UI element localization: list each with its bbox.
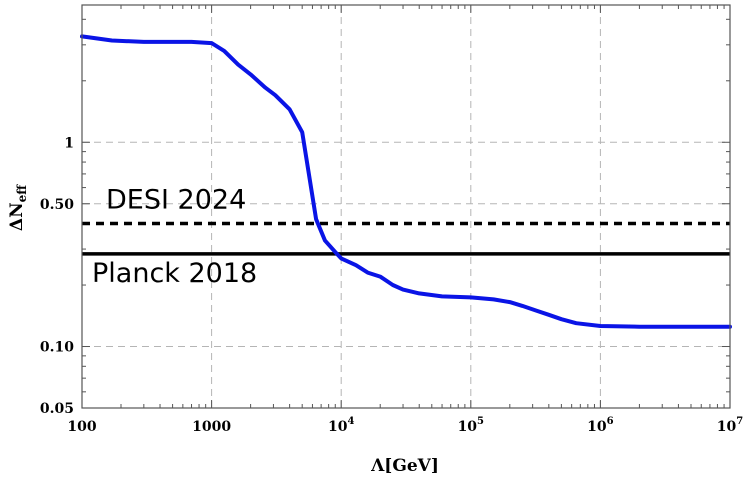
x-tick-base: 10 (717, 419, 737, 435)
y-axis-label-sub: eff (15, 184, 29, 203)
svg-text:ΔNeff: ΔNeff (7, 184, 29, 231)
minor-ticks (81, 5, 731, 409)
y-tick-label: 0.10 (40, 340, 74, 356)
y-axis-label-main: ΔN (7, 202, 27, 231)
delta-neff-curve (80, 34, 732, 329)
plot-frame (81, 4, 731, 409)
y-tick-label: 0.05 (40, 401, 74, 417)
x-tick-label: 104 (328, 416, 354, 435)
x-tick-base: 10 (458, 419, 478, 435)
x-tick-exponent: 4 (347, 416, 354, 427)
desi-2024-label: DESI 2024 (106, 185, 246, 216)
y-tick-label: 1 (64, 135, 74, 151)
x-tick-exponent: 5 (477, 416, 484, 427)
grid-lines (82, 5, 730, 408)
x-tick-label: 100 (67, 419, 96, 435)
planck-2018-label: Planck 2018 (92, 258, 257, 289)
x-axis-label: Λ[GeV] (370, 456, 439, 476)
annotations: DESI 2024 Planck 2018 (92, 185, 257, 289)
x-tick-base: 10 (328, 419, 348, 435)
reference-lines (82, 221, 730, 256)
data-series (80, 34, 732, 329)
x-tick-label: 1000 (192, 419, 231, 435)
x-tick-exponent: 7 (736, 416, 743, 427)
x-tick-base: 10 (587, 419, 607, 435)
x-tick-label: 106 (587, 416, 613, 435)
x-tick-label: 107 (717, 416, 743, 435)
x-tick-exponent: 6 (607, 416, 614, 427)
x-tick-label: 105 (458, 416, 484, 435)
y-tick-label: 0.50 (40, 197, 74, 213)
y-axis-label: ΔNeff (7, 184, 29, 231)
